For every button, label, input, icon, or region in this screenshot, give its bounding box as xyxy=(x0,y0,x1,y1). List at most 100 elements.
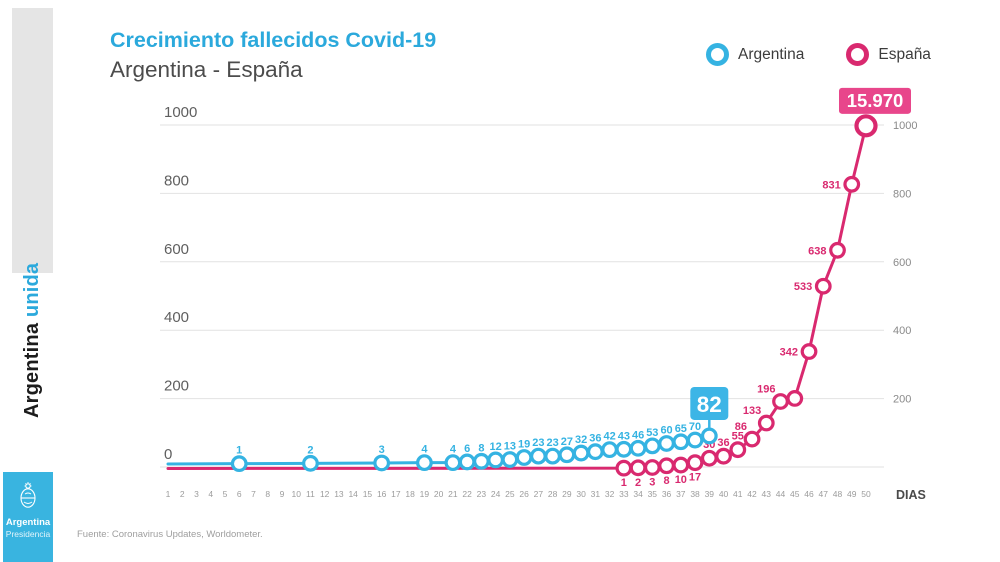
x-axis-label: 40 xyxy=(719,489,729,499)
argentina-data-label: 60 xyxy=(660,424,672,436)
argentina-data-label: 32 xyxy=(575,434,587,446)
y-axis-label-right: 1000 xyxy=(893,120,917,132)
argentina-data-label: 23 xyxy=(546,437,558,449)
argentina-data-label: 1 xyxy=(236,445,242,457)
espana-data-point xyxy=(814,277,832,295)
x-axis-label: 12 xyxy=(320,489,330,499)
espana-data-point xyxy=(715,447,732,465)
espana-data-label: 86 xyxy=(735,421,747,433)
espana-data-label: 196 xyxy=(757,383,775,395)
x-axis-label: 50 xyxy=(861,489,871,499)
argentina-data-label: 6 xyxy=(464,443,470,455)
x-axis-title: DIAS xyxy=(896,488,926,502)
argentina-data-point xyxy=(643,437,661,455)
y-axis-label-right: 200 xyxy=(893,394,911,406)
logo-country-label: Argentina xyxy=(5,517,51,528)
sidebar-accent-bar xyxy=(12,8,53,273)
espana-data-label: 8 xyxy=(664,475,670,487)
x-axis-label: 34 xyxy=(633,489,643,499)
x-axis-label: 4 xyxy=(208,489,213,499)
espana-data-point xyxy=(829,241,846,259)
chart-header: Crecimiento fallecidos Covid-19 Argentin… xyxy=(110,27,436,83)
argentina-data-label: 43 xyxy=(618,430,630,442)
x-axis-label: 37 xyxy=(676,489,686,499)
espana-data-point xyxy=(700,449,718,467)
espana-data-point xyxy=(800,343,818,360)
x-axis-label: 35 xyxy=(648,489,658,499)
x-axis-label: 33 xyxy=(619,489,629,499)
espana-data-point xyxy=(615,459,633,477)
espana-data-point xyxy=(672,456,690,474)
x-axis-label: 10 xyxy=(291,489,301,499)
y-axis-label-left: 200 xyxy=(164,378,189,395)
x-axis-label: 2 xyxy=(180,489,185,499)
y-axis-label-right: 600 xyxy=(893,257,911,269)
x-axis-label: 27 xyxy=(534,489,544,499)
espana-data-point xyxy=(786,389,804,407)
x-axis-label: 21 xyxy=(448,489,458,499)
argentina-end-badge xyxy=(690,386,729,420)
page-subtitle: Argentina - España xyxy=(110,56,303,82)
espana-data-label: 17 xyxy=(689,472,701,484)
argentina-data-point xyxy=(230,455,248,473)
argentina-end-badge-value: 82 xyxy=(697,392,722,417)
x-axis-label: 14 xyxy=(348,489,358,499)
argentina-data-label: 53 xyxy=(646,427,658,439)
x-axis-label: 38 xyxy=(690,489,700,499)
argentina-data-label: 46 xyxy=(632,429,644,441)
espana-marker-icon xyxy=(846,43,870,66)
x-axis-label: 3 xyxy=(194,489,199,499)
espana-data-point xyxy=(729,441,747,459)
x-axis-label: 23 xyxy=(477,489,487,499)
espana-end-badge xyxy=(839,87,911,114)
y-axis-label-right: 400 xyxy=(893,325,911,337)
espana-data-label: 133 xyxy=(743,405,761,417)
argentina-data-point xyxy=(472,452,490,470)
x-axis-label: 8 xyxy=(265,489,270,499)
argentina-data-point xyxy=(501,451,519,468)
chart-legend: Argentina España xyxy=(706,43,931,66)
argentina-data-point xyxy=(572,444,590,462)
x-axis-label: 46 xyxy=(804,489,814,499)
argentina-data-label: 42 xyxy=(603,431,615,443)
espana-data-point xyxy=(658,457,675,475)
argentina-data-point xyxy=(586,443,604,461)
espana-data-label: 36 xyxy=(717,437,729,449)
x-axis-label: 41 xyxy=(733,489,743,499)
x-axis-label: 7 xyxy=(251,489,256,499)
espana-data-point xyxy=(743,430,761,448)
y-axis-label-right: 800 xyxy=(893,188,911,200)
x-axis-label: 36 xyxy=(662,489,672,499)
argentina-data-point xyxy=(302,454,319,472)
x-axis-label: 47 xyxy=(819,489,829,499)
argentina-data-label: 4 xyxy=(421,444,428,456)
argentina-data-point xyxy=(672,433,690,451)
argentina-data-label: 36 xyxy=(589,433,601,445)
argentina-data-label: 70 xyxy=(689,421,701,433)
espana-data-point xyxy=(643,459,661,476)
argentina-data-point xyxy=(629,439,647,457)
x-axis-label: 25 xyxy=(505,489,515,499)
legend-label-argentina: Argentina xyxy=(738,45,805,63)
argentina-data-point xyxy=(373,454,391,472)
x-axis-label: 42 xyxy=(747,489,757,499)
argentina-data-label: 4 xyxy=(450,444,457,456)
page-title: Crecimiento fallecidos Covid-19 xyxy=(110,28,437,52)
argentina-data-point xyxy=(686,431,704,449)
espana-data-point xyxy=(757,414,775,432)
argentina-data-point xyxy=(601,441,618,459)
x-axis-label: 9 xyxy=(280,489,285,499)
source-note: Fuente: Coronavirus Updates, Worldometer… xyxy=(77,529,263,540)
x-axis-label: 15 xyxy=(363,489,373,499)
x-axis-label: 31 xyxy=(591,489,601,499)
argentina-data-label: 12 xyxy=(490,441,502,453)
argentina-data-label: 27 xyxy=(561,436,573,448)
argentina-data-label: 2 xyxy=(307,444,313,456)
argentina-data-point xyxy=(416,454,433,472)
x-axis-label: 20 xyxy=(434,489,444,499)
argentina-data-label: 8 xyxy=(478,442,484,454)
argentina-data-label: 3 xyxy=(379,444,385,456)
x-axis-label: 11 xyxy=(306,489,315,499)
espana-data-label: 10 xyxy=(675,474,687,486)
